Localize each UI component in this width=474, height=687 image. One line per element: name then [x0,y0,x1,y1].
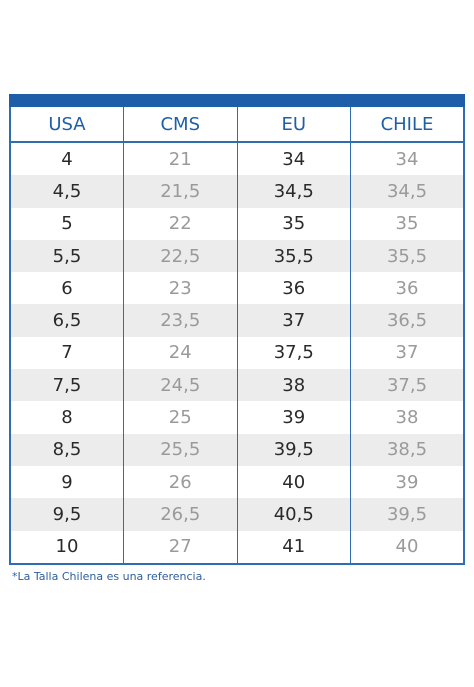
table-row: 9,5 26,5 40,5 39,5 [10,498,464,531]
table-row: 6,5 23,5 37 36,5 [10,304,464,337]
table-row: 6 23 36 36 [10,272,464,305]
cell-eu: 35 [236,207,351,240]
cell-cms: 24,5 [123,369,237,402]
cell-usa: 7 [61,342,73,364]
cell-usa: 7,5 [10,369,124,402]
footnote: *La Talla Chilena es una referencia. [12,570,206,583]
cell-chile: 35,5 [350,239,464,273]
cell-cms: 22,5 [123,239,237,273]
table-row: 8,5 25,5 39,5 38,5 [10,433,464,466]
cell-usa: 8,5 [10,433,124,466]
cell-chile: 36 [350,272,464,305]
cell-chile: 39,5 [350,498,464,531]
cell-cms: 25 [123,401,237,434]
cell-cms: 26 [123,465,237,499]
table-row: 4,5 21,5 34,5 34,5 [10,175,464,208]
cell-eu: 39 [236,401,351,434]
cell-usa: 5 [61,213,73,235]
cell-chile: 34 [350,142,464,176]
cell-chile: 34,5 [350,175,464,208]
cell-eu: 35,5 [236,239,351,273]
cell-usa: 4 [61,148,73,170]
cell-eu: 40,5 [236,498,351,531]
header-chile: CHILE [350,100,464,143]
cell-chile: 39 [350,465,464,499]
table-row: 7 24 37,5 37 [10,336,464,370]
table-row: 7,5 24,5 38 37,5 [10,369,464,402]
header-eu: EU [236,100,351,143]
cell-eu: 36 [236,272,351,305]
cell-cms: 21,5 [123,175,237,208]
size-chart-header: USA CMS EU CHILE [10,100,464,143]
cell-usa: 8 [61,407,73,429]
table-row: 9 26 40 39 [10,465,464,499]
cell-usa: 5,5 [10,239,124,273]
cell-eu: 37,5 [236,336,351,370]
cell-chile: 38,5 [350,433,464,466]
cell-chile: 38 [350,401,464,434]
cell-usa: 4,5 [10,175,124,208]
table-row: 5 22 35 35 [10,207,464,240]
table-row: 10 27 41 40 [10,530,464,564]
size-chart-body: 4 21 34 34 4,5 21,5 34,5 34,5 5 22 35 35 5,5 22,5 35,5… [10,142,464,564]
cell-cms: 25,5 [123,433,237,466]
cell-usa: 10 [55,536,79,558]
cell-cms: 24 [123,336,237,370]
cell-cms: 23,5 [123,304,237,337]
header-row: USA CMS EU CHILE [10,100,464,143]
cell-cms: 26,5 [123,498,237,531]
cell-eu: 40 [236,465,351,499]
cell-eu: 37 [236,304,351,337]
cell-chile: 37 [350,336,464,370]
cell-eu: 34,5 [236,175,351,208]
cell-eu: 41 [236,530,351,564]
size-chart-table: USA CMS EU CHILE 4 21 34 34 4,5 21,5 34,5 34,5 5… [9,94,465,565]
cell-chile: 35 [350,207,464,240]
cell-cms: 21 [123,142,237,176]
cell-eu: 38 [236,369,351,402]
cell-usa: 9 [61,471,73,493]
cell-chile: 36,5 [350,304,464,337]
table-row: 8 25 39 38 [10,401,464,434]
cell-eu: 34 [236,142,351,176]
table-row: 5,5 22,5 35,5 35,5 [10,239,464,273]
cell-cms: 23 [123,272,237,305]
cell-usa: 6 [61,277,73,299]
cell-usa: 6,5 [10,304,124,337]
table-row: 4 21 34 34 [10,142,464,176]
cell-cms: 22 [123,207,237,240]
header-cms: CMS [123,100,237,143]
cell-chile: 37,5 [350,369,464,402]
cell-cms: 27 [123,530,237,564]
cell-chile: 40 [350,530,464,564]
cell-usa: 9,5 [10,498,124,531]
header-usa: USA [10,100,124,143]
cell-eu: 39,5 [236,433,351,466]
